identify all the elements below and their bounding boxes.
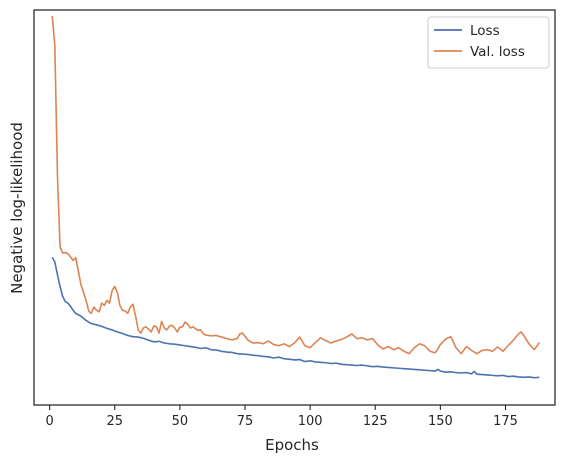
x-axis-ticks: 0 25 50 75 100 125 150 175 bbox=[45, 405, 518, 429]
x-tick-label: 150 bbox=[428, 414, 453, 429]
legend: Loss Val. loss bbox=[427, 16, 550, 69]
x-tick-label: 50 bbox=[172, 414, 189, 429]
y-axis-label: Negative log-likelihood bbox=[8, 122, 26, 294]
x-tick-label: 25 bbox=[106, 414, 123, 429]
series-line-loss bbox=[51, 256, 540, 379]
x-tick-label: 125 bbox=[363, 414, 388, 429]
series-line-val-loss bbox=[51, 15, 541, 355]
x-tick-label: 100 bbox=[298, 414, 323, 429]
x-axis-label: Epochs bbox=[265, 436, 319, 454]
legend-entry-label: Loss bbox=[470, 23, 500, 39]
plot-frame bbox=[33, 9, 556, 406]
legend-entry-label: Val. loss bbox=[470, 44, 525, 60]
x-tick-label: 0 bbox=[45, 414, 53, 429]
series-layer bbox=[51, 15, 541, 379]
x-tick-label: 175 bbox=[493, 414, 518, 429]
plot-area bbox=[33, 9, 556, 406]
x-tick-label: 75 bbox=[237, 414, 254, 429]
